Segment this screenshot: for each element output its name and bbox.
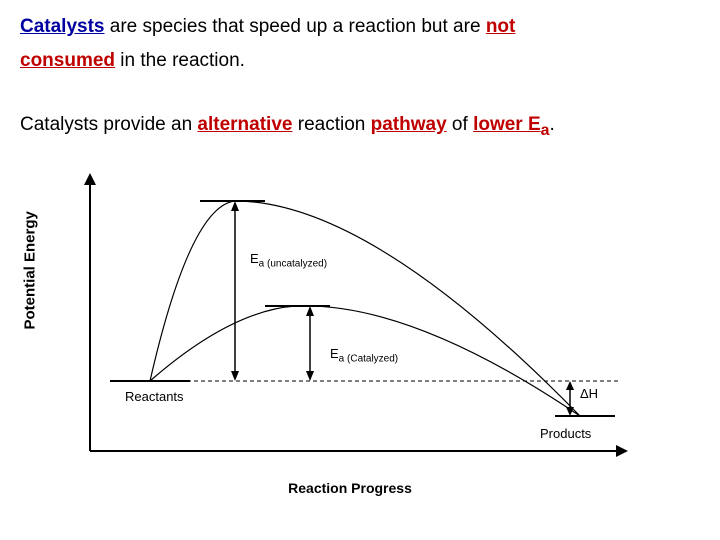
x-axis-label: Reaction Progress xyxy=(288,480,412,496)
products-label: Products xyxy=(540,426,591,441)
line3-b: reaction xyxy=(292,114,370,135)
line2-end: in the reaction. xyxy=(115,50,245,71)
line3-d: . xyxy=(549,114,554,135)
line3-a: Catalysts provide an xyxy=(20,114,197,135)
reactants-label: Reactants xyxy=(125,389,184,404)
line1-mid: are species that speed up a reaction but… xyxy=(105,16,486,37)
lower-ea-word: lower Ea xyxy=(473,114,549,135)
pathway-word: pathway xyxy=(371,114,447,135)
consumed-word: consumed xyxy=(20,50,115,71)
line3-c: of xyxy=(447,114,473,135)
alternative-word: alternative xyxy=(197,114,292,135)
not-word: not xyxy=(486,16,516,37)
delta-h-label: ΔH xyxy=(580,386,598,401)
ea-cat-label: Ea (Catalyzed) xyxy=(330,346,398,365)
intro-text: Catalysts are species that speed up a re… xyxy=(20,10,700,78)
y-axis-label: Potential Energy xyxy=(22,211,39,329)
ea-uncat-label: Ea (uncatalyzed) xyxy=(250,251,327,270)
energy-diagram: Potential Energy Reaction Progress Ea (u… xyxy=(50,171,650,471)
pathway-text: Catalysts provide an alternative reactio… xyxy=(20,108,700,145)
catalysts-word: Catalysts xyxy=(20,16,105,37)
